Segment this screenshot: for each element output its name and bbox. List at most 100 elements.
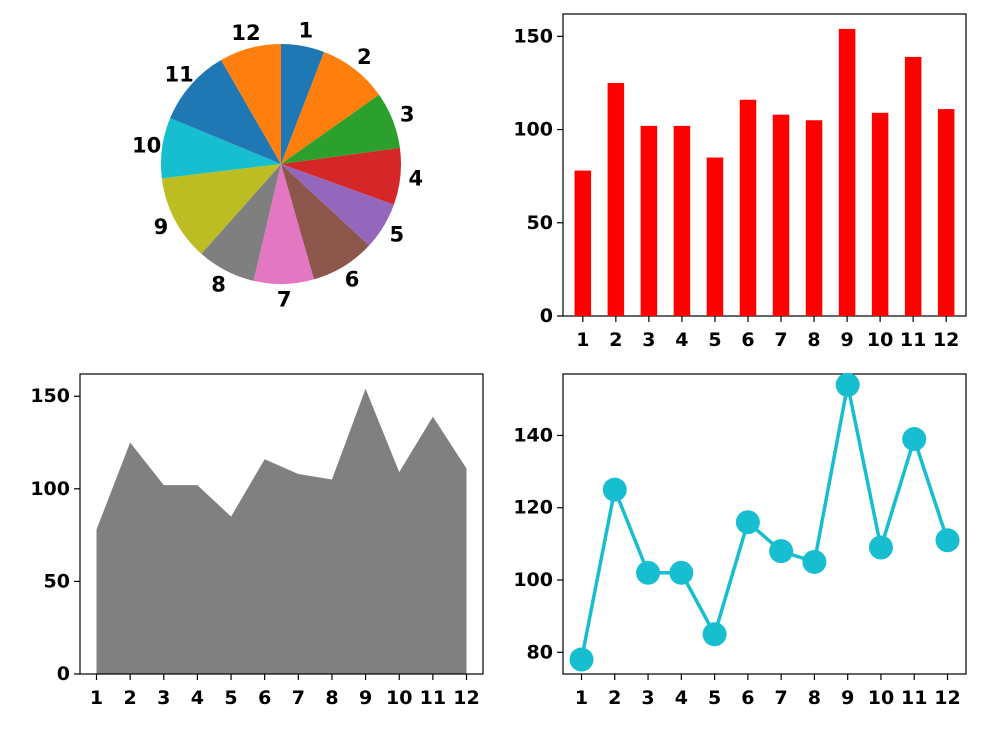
- area-ytick-label: 0: [57, 663, 70, 685]
- pie-label-4: 4: [409, 166, 424, 190]
- area-xtick-label: 2: [124, 687, 137, 709]
- area-ytick-label: 100: [30, 478, 70, 500]
- bar-xtick-label: 10: [867, 329, 893, 351]
- pie-slice-12: [221, 44, 281, 164]
- area-xtick-label: 11: [420, 687, 446, 709]
- line-point-1: [569, 647, 594, 672]
- line-point-6: [735, 510, 760, 535]
- line-xtick-label: 9: [841, 687, 854, 709]
- bar-8: [805, 120, 823, 316]
- line-point-9: [835, 372, 860, 397]
- pie-label-12: 12: [231, 21, 260, 45]
- bar-3: [640, 125, 658, 316]
- line-series: [579, 384, 950, 660]
- area-xtick-label: 6: [258, 687, 271, 709]
- line-xtick-label: 5: [708, 687, 721, 709]
- line-ytick-label: 100: [513, 569, 553, 591]
- line-xtick-label: 8: [808, 687, 821, 709]
- line-xtick-label: 12: [934, 687, 960, 709]
- bar-ytick-label: 0: [540, 305, 553, 327]
- bar-xtick-label: 11: [900, 329, 926, 351]
- bar-xtick-label: 2: [609, 329, 622, 351]
- line-xtick-label: 3: [641, 687, 654, 709]
- area-xtick-label: 12: [453, 687, 479, 709]
- bar-ytick-label: 100: [513, 119, 553, 141]
- pie-label-6: 6: [345, 268, 360, 292]
- pie-label-11: 11: [164, 63, 193, 87]
- pie-label-2: 2: [357, 45, 372, 69]
- pie-slice-9: [161, 164, 281, 254]
- line-xtick-label: 2: [608, 687, 621, 709]
- pie-label-7: 7: [277, 288, 292, 312]
- line-point-7: [769, 539, 794, 564]
- pie-slice-5: [281, 164, 394, 246]
- area-xtick-label: 3: [157, 687, 170, 709]
- line-point-2: [602, 477, 627, 502]
- line-xtick-label: 6: [741, 687, 754, 709]
- pie-slice-6: [281, 164, 370, 280]
- bar-xtick-label: 5: [708, 329, 721, 351]
- bar-xtick-label: 7: [774, 329, 787, 351]
- bar-axes-frame: [562, 13, 967, 317]
- bar-xtick-label: 4: [675, 329, 688, 351]
- pie-slice-10: [160, 118, 281, 179]
- line-point-11: [902, 427, 927, 452]
- area-ytick-label: 50: [44, 570, 70, 592]
- area-xtick-label: 5: [224, 687, 237, 709]
- pie-label-8: 8: [211, 272, 226, 296]
- bar-ytick-label: 50: [527, 212, 553, 234]
- area-xtick-label: 9: [359, 687, 372, 709]
- pie-slice-4: [281, 147, 401, 205]
- pie-label-9: 9: [154, 215, 169, 239]
- bar-2: [607, 82, 625, 316]
- pie-label-5: 5: [390, 222, 405, 246]
- bar-xtick-label: 12: [933, 329, 959, 351]
- line-xtick-label: 11: [901, 687, 927, 709]
- area-xtick-label: 7: [292, 687, 305, 709]
- line-xtick-label: 7: [775, 687, 788, 709]
- line-point-8: [802, 549, 827, 574]
- area-fill: [96, 388, 467, 674]
- line-xtick-label: 10: [868, 687, 894, 709]
- bar-9: [838, 28, 856, 316]
- area-xtick-label: 10: [386, 687, 412, 709]
- line-xtick-label: 4: [675, 687, 688, 709]
- bar-ytick-label: 150: [513, 25, 553, 47]
- line-axes-frame: [562, 373, 967, 675]
- pie-label-1: 1: [298, 19, 313, 43]
- pie-slice-8: [201, 164, 281, 281]
- pie-slice-1: [281, 44, 325, 164]
- pie-slice-7: [253, 164, 314, 285]
- area-xtick-label: 1: [90, 687, 103, 709]
- bar-5: [706, 157, 724, 316]
- pie-label-10: 10: [132, 134, 161, 158]
- bar-xtick-label: 1: [576, 329, 589, 351]
- line-point-12: [935, 528, 960, 553]
- bar-xtick-label: 9: [840, 329, 853, 351]
- pie-slice-11: [170, 60, 281, 164]
- bar-1: [574, 170, 592, 316]
- line-point-3: [636, 560, 661, 585]
- bar-xtick-label: 8: [807, 329, 820, 351]
- bar-4: [673, 125, 691, 316]
- area-xtick-label: 4: [191, 687, 204, 709]
- bar-xtick-label: 3: [642, 329, 655, 351]
- bar-10: [871, 112, 889, 316]
- line-ytick-label: 80: [527, 641, 553, 663]
- pie-slice-2: [281, 52, 380, 165]
- area-axes-frame: [79, 373, 484, 675]
- bar-12: [937, 109, 955, 316]
- area-xtick-label: 8: [325, 687, 338, 709]
- line-point-10: [868, 535, 893, 560]
- line-point-4: [669, 560, 694, 585]
- line-point-5: [702, 622, 727, 647]
- bar-xtick-label: 6: [741, 329, 754, 351]
- bar-7: [772, 114, 790, 316]
- area-ytick-label: 150: [30, 385, 70, 407]
- line-ytick-label: 140: [513, 424, 553, 446]
- pie-slice-3: [281, 94, 400, 164]
